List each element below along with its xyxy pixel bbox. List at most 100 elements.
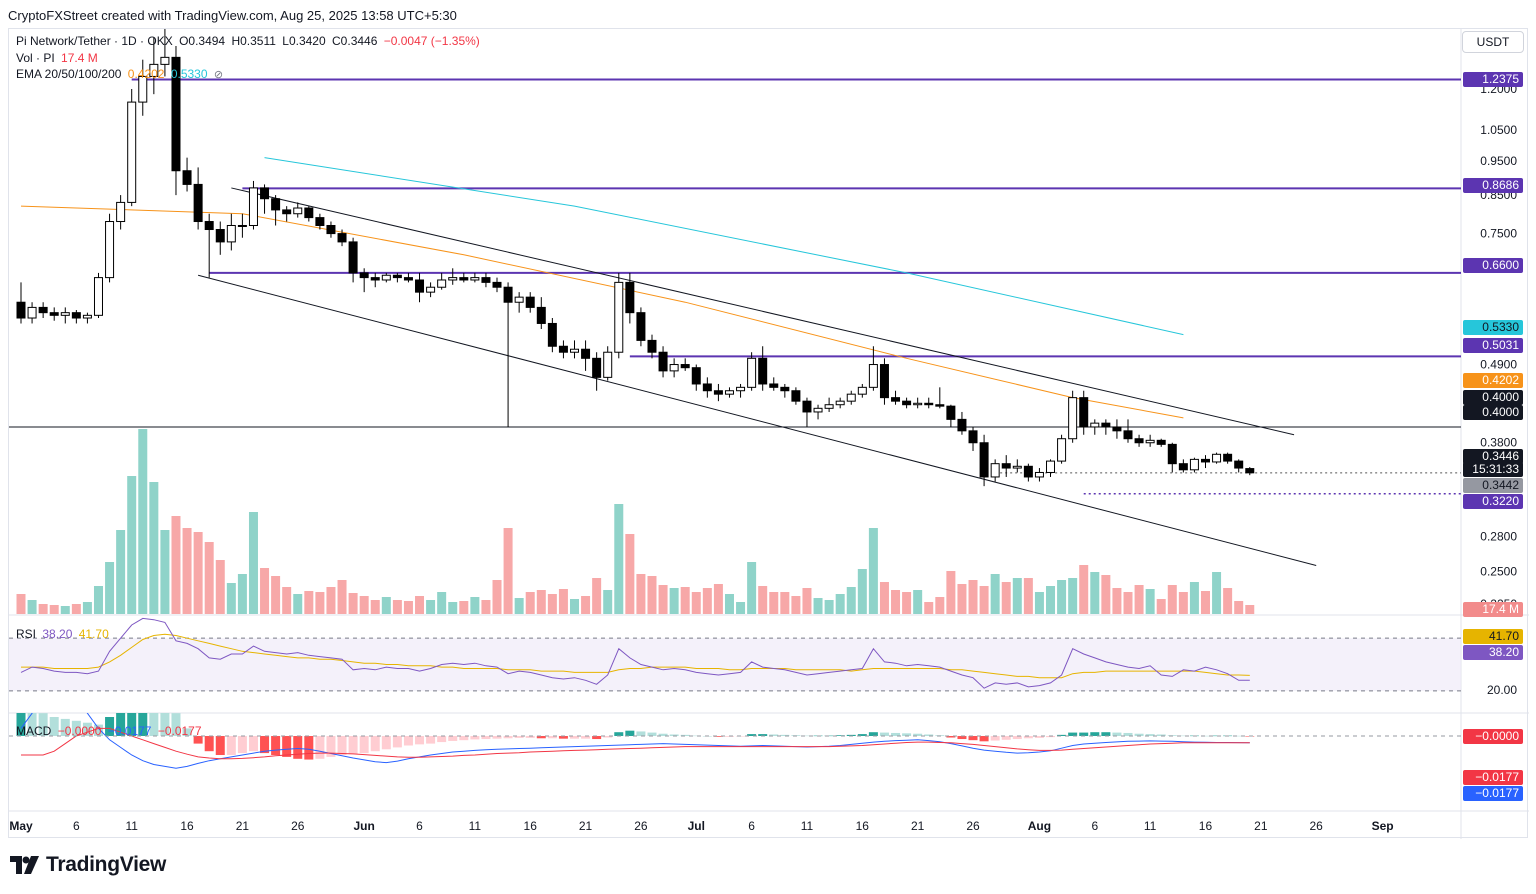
chart-frame[interactable]: 1.20001.05000.95000.85000.75000.55000.49…: [8, 28, 1529, 839]
candle: [1057, 434, 1067, 464]
candle: [492, 277, 502, 293]
candle-body: [924, 402, 934, 406]
volume-label[interactable]: Vol · PI: [16, 51, 55, 65]
candle: [1068, 390, 1078, 443]
candle-body: [304, 207, 314, 219]
candle: [713, 383, 723, 402]
candle-body: [813, 407, 823, 413]
volume-bar: [913, 590, 923, 614]
candle-body: [448, 277, 458, 281]
candle-body: [271, 198, 281, 211]
macd-hist-bar: [780, 734, 790, 736]
macd-hist-bar: [459, 736, 469, 741]
volume-bar: [680, 587, 690, 614]
volume-bar: [260, 568, 270, 614]
macd-zero-label-box: [1463, 729, 1523, 744]
macd-hist-bar: [138, 713, 148, 736]
macd-hist-bar: [547, 736, 557, 739]
volume-bar: [149, 482, 159, 614]
ema50-line: [20, 205, 1184, 419]
macd-label[interactable]: MACD: [16, 724, 52, 738]
macd-line-axis-label: −0.0177: [1475, 786, 1519, 800]
currency-selector[interactable]: USDT: [1462, 31, 1524, 53]
candle: [979, 434, 989, 487]
macd-hist-bar: [758, 734, 768, 736]
volume-bar: [204, 542, 214, 614]
volume-bar: [348, 593, 358, 614]
price-label-ema100: 0.5330: [1482, 320, 1519, 334]
macd-hist-bar: [802, 735, 812, 737]
volume-bar: [326, 587, 336, 614]
price-label-box: [1463, 373, 1523, 388]
candle-body: [282, 209, 292, 215]
volume-bar: [304, 591, 314, 614]
candle-body: [702, 383, 712, 392]
candle: [614, 272, 624, 359]
volume-bar: [60, 606, 70, 614]
volume-bar: [758, 586, 768, 614]
ema-label[interactable]: EMA 20/50/100/200: [16, 67, 122, 81]
volume-bar: [514, 598, 524, 614]
candle: [182, 157, 192, 192]
macd-hist-bar: [669, 734, 679, 736]
candle: [835, 397, 845, 409]
macd-hist-bar: [614, 732, 624, 736]
symbol-title[interactable]: Pi Network/Tether · 1D · OKX: [16, 34, 173, 48]
candle-body: [16, 301, 26, 319]
price-chart[interactable]: 1.20001.05000.95000.85000.75000.55000.49…: [9, 29, 1529, 839]
candle: [437, 272, 447, 290]
volume-bar: [824, 600, 834, 614]
hide-icon[interactable]: ⊘: [213, 69, 224, 81]
macd-legend: MACD −0.0000 −0.0177 −0.0177: [16, 724, 205, 738]
candle-body: [127, 101, 137, 203]
candle-body: [625, 281, 635, 314]
candle-body: [116, 201, 126, 223]
macd-hist-bar: [503, 736, 513, 739]
candle: [968, 426, 978, 451]
candle: [1079, 390, 1089, 435]
candle-body: [237, 224, 247, 227]
candle-body: [348, 241, 358, 274]
candle: [1046, 459, 1056, 477]
candle-body: [1123, 430, 1133, 440]
macd-hist-bar: [1112, 732, 1122, 736]
volume-bar: [747, 562, 757, 614]
candle: [1178, 459, 1188, 473]
candle-body: [935, 404, 945, 407]
volume-bar: [525, 592, 535, 614]
macd-hist-bar: [536, 736, 546, 739]
candle-body: [658, 351, 668, 372]
y-tick-label: 0.2500: [1480, 565, 1517, 579]
ohlc-close: C0.3446: [332, 34, 378, 48]
volume-bar: [536, 590, 546, 614]
candle: [1123, 419, 1133, 443]
x-tick-label: 21: [911, 819, 925, 833]
x-tick-label: 21: [236, 819, 250, 833]
volume-bar: [1112, 588, 1122, 614]
candle-body: [636, 312, 646, 341]
volume-bar: [835, 594, 845, 614]
candle-body: [570, 348, 579, 353]
candle-body: [359, 272, 369, 279]
price-label-box: [1463, 449, 1523, 464]
candle-body: [691, 367, 701, 385]
ohlc-high: H0.3511: [231, 34, 276, 48]
candle-body: [669, 364, 679, 372]
candle: [481, 272, 491, 288]
macd-hist-bar: [902, 733, 912, 736]
candle: [924, 397, 934, 409]
candle-body: [1112, 426, 1122, 432]
rsi-band: [9, 638, 1461, 691]
candle: [116, 195, 126, 230]
tradingview-logo[interactable]: TradingView: [10, 853, 166, 877]
candle: [514, 292, 524, 313]
rsi-label[interactable]: RSI: [16, 627, 37, 641]
price-label-hline: 0.4000: [1482, 405, 1519, 419]
volume-bar: [592, 578, 602, 614]
candle-body: [1234, 460, 1244, 469]
candle: [370, 272, 380, 288]
candle: [71, 310, 81, 324]
volume-bar: [193, 532, 203, 614]
price-label-last: 0.3446: [1482, 449, 1519, 463]
candle-body: [71, 312, 81, 319]
